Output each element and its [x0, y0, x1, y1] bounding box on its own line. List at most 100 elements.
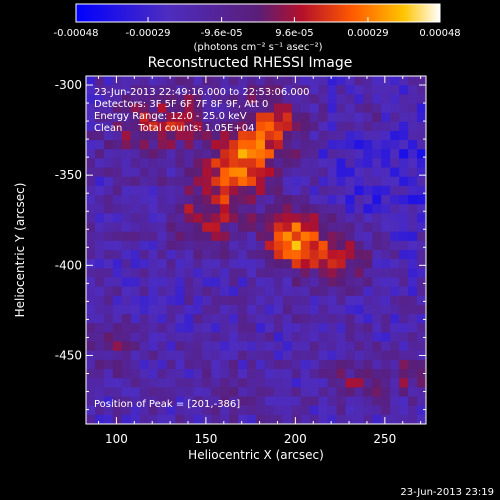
heatmap-cell — [327, 85, 338, 95]
heatmap-cell — [166, 250, 177, 260]
heatmap-cell — [229, 204, 239, 214]
heatmap-cell — [121, 295, 132, 306]
heatmap-cell — [399, 268, 409, 279]
heatmap-cell — [408, 76, 418, 86]
heatmap-cell — [130, 213, 141, 224]
heatmap-cell — [291, 213, 302, 224]
x-tick-label: 150 — [194, 432, 217, 446]
heatmap-cell — [381, 213, 391, 224]
heatmap-cell — [390, 167, 400, 178]
heatmap-cell — [273, 204, 284, 214]
heatmap-cell — [291, 76, 302, 86]
heatmap-cell — [130, 121, 141, 132]
heatmap-cell — [408, 121, 418, 132]
heatmap-cell — [184, 195, 194, 205]
heatmap-cell — [247, 378, 257, 388]
heatmap-cell — [417, 130, 426, 141]
heatmap-cell — [273, 76, 284, 86]
heatmap-cell — [184, 396, 194, 407]
heatmap-cell — [94, 259, 105, 269]
heatmap-cell — [417, 103, 426, 114]
heatmap-cell — [184, 387, 194, 398]
heatmap-cell — [381, 268, 391, 279]
heatmap-cell — [193, 304, 203, 315]
heatmap-cell — [318, 259, 329, 269]
heatmap-cell — [345, 277, 356, 288]
heatmap-cell — [220, 396, 230, 407]
heatmap-cell — [139, 112, 150, 123]
heatmap-cell — [121, 121, 132, 132]
heatmap-cell — [166, 112, 177, 123]
heatmap-cell — [112, 332, 123, 343]
heatmap-cell — [363, 387, 373, 398]
heatmap-cell — [282, 204, 293, 214]
heatmap-cell — [238, 387, 248, 398]
heatmap-cell — [300, 195, 311, 205]
heatmap-cell — [282, 314, 293, 324]
heatmap-cell — [318, 250, 329, 260]
heatmap-cell — [184, 378, 194, 388]
heatmap-cell — [264, 369, 275, 379]
heatmap-cell — [121, 176, 132, 187]
heatmap-cell — [121, 231, 132, 242]
heatmap-cell — [327, 295, 338, 306]
heatmap-cell — [309, 286, 320, 297]
heatmap-cell — [139, 195, 150, 205]
heatmap-cell — [264, 250, 275, 260]
heatmap-cell — [390, 304, 400, 315]
heatmap-cell — [372, 396, 382, 407]
heatmap-cell — [291, 250, 302, 260]
heatmap-cell — [220, 314, 230, 324]
heatmap-cell — [318, 295, 329, 306]
heatmap-cell — [345, 112, 356, 123]
heatmap-cell — [354, 414, 364, 424]
heatmap-cell — [417, 259, 426, 269]
heatmap-cell — [103, 341, 114, 352]
heatmap-cell — [273, 240, 284, 251]
heatmap-cell — [408, 378, 418, 388]
heatmap-cell — [94, 85, 105, 95]
heatmap-cell — [175, 103, 186, 114]
axis-ticks: 100 150 200 250 -300 -350 -400 -450 — [55, 76, 426, 446]
heatmap-cell — [264, 103, 275, 114]
heatmap-cell — [291, 277, 302, 288]
heatmap-cell — [300, 350, 311, 361]
heatmap-cell — [112, 176, 123, 187]
heatmap-cell — [139, 341, 150, 352]
heatmap-cell — [354, 140, 364, 150]
heatmap-cell — [336, 405, 347, 416]
heatmap-cell — [256, 85, 266, 95]
heatmap-cell — [291, 185, 302, 196]
heatmap-cell — [300, 149, 311, 160]
heatmap-cell — [86, 103, 96, 114]
heatmap-cell — [291, 405, 302, 416]
heatmap-cell — [103, 204, 114, 214]
heatmap-cell — [309, 140, 320, 150]
heatmap-cell — [220, 185, 230, 196]
heatmap-cell — [166, 350, 177, 361]
heatmap-cell — [202, 94, 212, 105]
heatmap-cell — [390, 130, 400, 141]
heatmap-cell — [256, 167, 266, 178]
heatmap-cell — [363, 130, 373, 141]
heatmap-cell — [112, 222, 123, 233]
heatmap-cell — [121, 149, 132, 160]
heatmap-cell — [148, 167, 159, 178]
heatmap-cell — [247, 259, 257, 269]
heatmap-cell — [256, 378, 266, 388]
heatmap-cell — [264, 277, 275, 288]
heatmap-cell — [202, 213, 212, 224]
heatmap-cell — [247, 332, 257, 343]
heatmap-cell — [166, 323, 177, 334]
heatmap-cell — [399, 405, 409, 416]
heatmap-cell — [94, 130, 105, 141]
heatmap-cell — [94, 323, 105, 334]
heatmap-cell — [166, 268, 177, 279]
heatmap-cell — [273, 259, 284, 269]
heatmap-cell — [399, 286, 409, 297]
heatmap-cell — [86, 369, 96, 379]
heatmap-cell — [291, 195, 302, 205]
heatmap-cell — [408, 185, 418, 196]
heatmap-cell — [139, 213, 150, 224]
heatmap-cell — [94, 332, 105, 343]
